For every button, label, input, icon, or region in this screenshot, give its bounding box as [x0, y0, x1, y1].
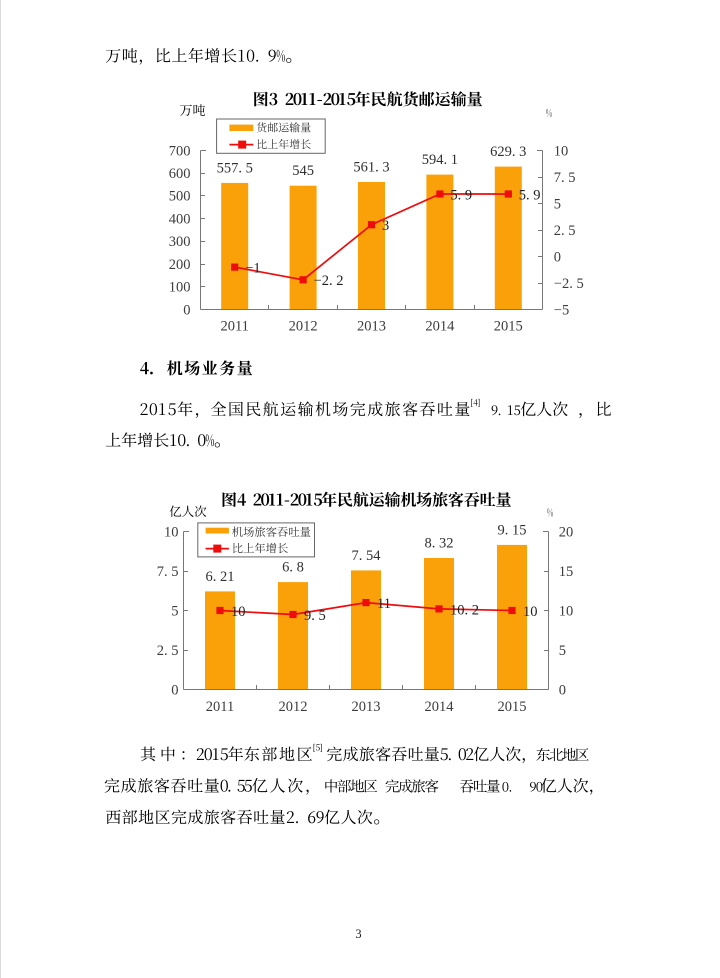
svg-text:0: 0 — [559, 682, 566, 698]
svg-text:5. 9: 5. 9 — [519, 187, 541, 203]
svg-text:10: 10 — [231, 604, 246, 620]
svg-text:2. 5: 2. 5 — [554, 223, 576, 239]
svg-text:200: 200 — [169, 257, 191, 273]
svg-text:2013: 2013 — [352, 699, 381, 715]
svg-text:2015: 2015 — [494, 319, 523, 335]
svg-text:−2. 2: −2. 2 — [314, 273, 344, 289]
svg-text:2013: 2013 — [357, 319, 386, 335]
svg-text:600: 600 — [169, 166, 191, 182]
svg-text:10. 2: 10. 2 — [450, 602, 479, 618]
svg-text:3: 3 — [382, 218, 389, 234]
svg-text:2014: 2014 — [425, 319, 455, 335]
svg-text:400: 400 — [169, 211, 191, 227]
svg-text:545: 545 — [292, 163, 314, 179]
svg-text:10: 10 — [164, 524, 179, 540]
svg-text:557. 5: 557. 5 — [217, 160, 253, 176]
svg-text:7. 5: 7. 5 — [554, 170, 576, 186]
svg-text:2012: 2012 — [289, 319, 318, 335]
svg-text:2015: 2015 — [498, 699, 527, 715]
svg-text:20: 20 — [559, 524, 574, 540]
svg-text:2012: 2012 — [279, 699, 308, 715]
svg-text:700: 700 — [169, 143, 191, 159]
svg-text:594. 1: 594. 1 — [422, 152, 458, 168]
svg-text:5. 9: 5. 9 — [450, 187, 472, 203]
svg-text:6. 8: 6. 8 — [282, 560, 304, 576]
svg-text:10: 10 — [523, 604, 538, 620]
svg-text:5: 5 — [559, 643, 566, 659]
svg-text:3: 3 — [355, 927, 361, 941]
svg-text:2011: 2011 — [220, 319, 248, 335]
svg-text:11: 11 — [377, 596, 391, 612]
svg-text:6. 21: 6. 21 — [206, 569, 235, 585]
svg-text:0: 0 — [171, 682, 178, 698]
svg-text:5: 5 — [554, 196, 561, 212]
svg-text:0: 0 — [554, 249, 561, 265]
svg-text:300: 300 — [169, 234, 191, 250]
svg-text:9. 15: 9. 15 — [498, 522, 527, 538]
svg-text:561. 3: 561. 3 — [353, 159, 389, 175]
svg-text:10: 10 — [559, 603, 574, 619]
svg-text:10: 10 — [554, 143, 569, 159]
svg-text:−2. 5: −2. 5 — [554, 276, 584, 292]
svg-text:8. 32: 8. 32 — [425, 535, 454, 551]
svg-text:2011: 2011 — [206, 699, 234, 715]
svg-text:629. 3: 629. 3 — [490, 144, 526, 160]
svg-text:100: 100 — [169, 280, 191, 296]
svg-text:2014: 2014 — [425, 699, 455, 715]
svg-text:7. 54: 7. 54 — [352, 548, 382, 564]
svg-text:−1: −1 — [245, 260, 260, 276]
svg-text:15: 15 — [559, 564, 574, 580]
svg-text:5: 5 — [171, 603, 178, 619]
svg-text:0: 0 — [183, 302, 190, 318]
svg-text:7. 5: 7. 5 — [157, 564, 179, 580]
svg-text:500: 500 — [169, 189, 191, 205]
svg-text:2. 5: 2. 5 — [157, 643, 179, 659]
svg-text:−5: −5 — [554, 302, 569, 318]
svg-text:9. 5: 9. 5 — [304, 608, 326, 624]
